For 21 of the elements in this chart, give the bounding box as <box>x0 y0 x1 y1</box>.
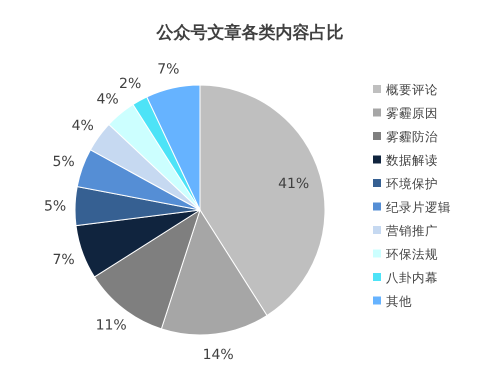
data-label: 11% <box>96 318 127 334</box>
data-label: 4% <box>72 118 94 134</box>
legend-label: 其他 <box>386 294 412 308</box>
data-label: 41% <box>278 176 310 192</box>
data-label: 14% <box>202 346 234 363</box>
chart-title: 公众号文章各类内容占比 <box>156 23 344 43</box>
legend-label: 雾霾原因 <box>386 106 438 120</box>
data-label: 2% <box>119 76 142 92</box>
data-label: 7% <box>52 252 75 268</box>
legend-label: 纪录片逻辑 <box>386 200 451 214</box>
legend-label: 营销推广 <box>386 223 438 238</box>
legend-label: 八卦内幕 <box>386 270 438 285</box>
legend-label: 环保法规 <box>386 246 438 262</box>
data-label: 4% <box>96 91 119 108</box>
legend-label: 概要评论 <box>386 82 438 97</box>
legend-label: 环境保护 <box>386 176 438 191</box>
data-label: 7% <box>157 61 180 78</box>
data-label: 5% <box>52 154 75 170</box>
legend-label: 数据解读 <box>386 152 438 168</box>
legend-label: 雾霾防治 <box>386 129 438 144</box>
data-label: 5% <box>44 198 66 214</box>
